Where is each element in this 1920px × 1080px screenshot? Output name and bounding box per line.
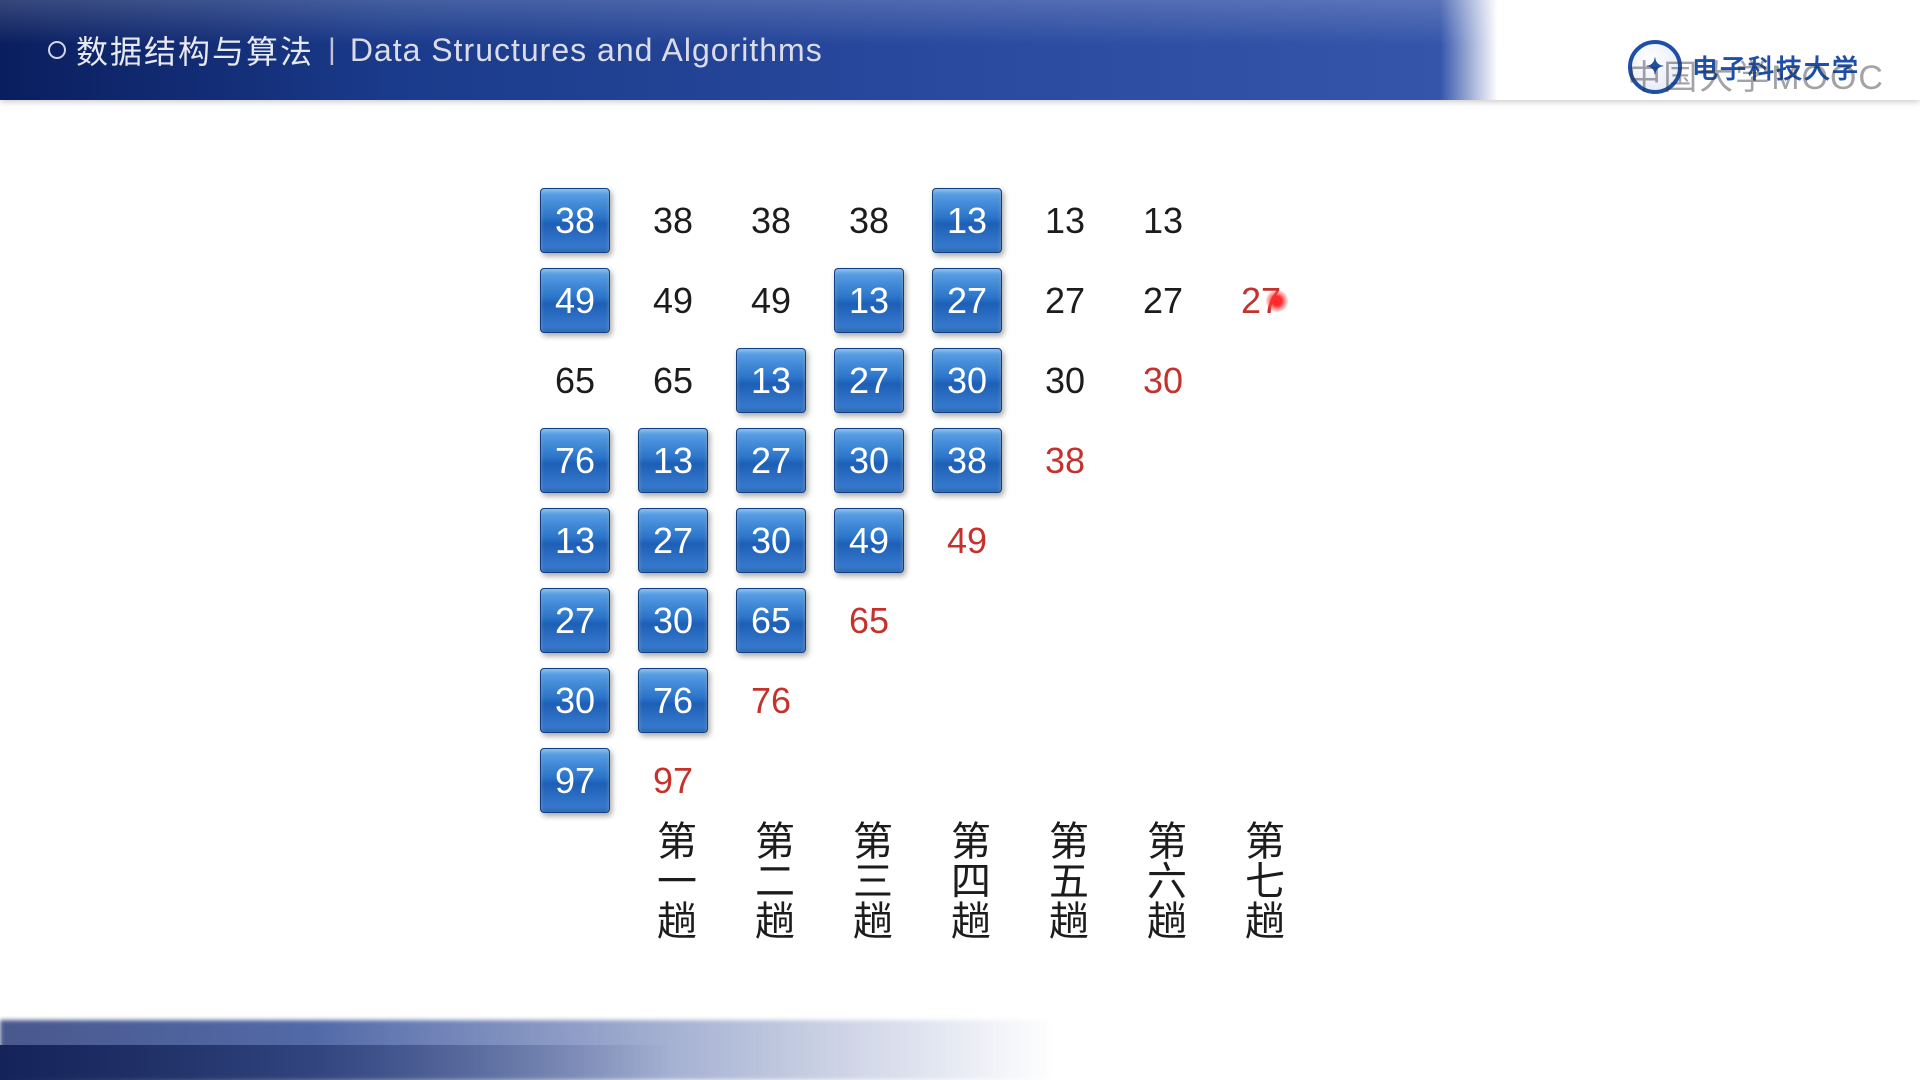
- sort-sorted-cell: 65: [834, 588, 904, 653]
- pass-label: 第五趟: [1030, 820, 1100, 940]
- sort-box-cell: 13: [932, 188, 1002, 253]
- pass-label: 第四趟: [932, 820, 1002, 940]
- sort-box-cell: 38: [932, 428, 1002, 493]
- sort-plain-cell: 65: [638, 348, 708, 413]
- sort-sorted-cell: 76: [736, 668, 806, 733]
- sort-box-cell: 49: [540, 268, 610, 333]
- course-title-cn: 数据结构与算法: [76, 27, 314, 73]
- sort-box-cell: 27: [540, 588, 610, 653]
- sort-plain-cell: 65: [540, 348, 610, 413]
- laser-pointer-icon: [1266, 290, 1288, 312]
- sort-box-cell: 27: [638, 508, 708, 573]
- pass-label: 第七趟: [1226, 820, 1296, 940]
- sort-plain-cell: 38: [638, 188, 708, 253]
- sort-box-cell: 27: [834, 348, 904, 413]
- sort-box-cell: 30: [540, 668, 610, 733]
- pass-label: 第一趟: [638, 820, 708, 940]
- sort-box-cell: 49: [834, 508, 904, 573]
- column-labels: 第一趟第二趟第三趟第四趟第五趟第六趟第七趟: [638, 820, 1296, 940]
- footer-glow-dark: [0, 1045, 672, 1080]
- sort-plain-cell: 49: [638, 268, 708, 333]
- sort-plain-cell: 38: [834, 188, 904, 253]
- sort-box-cell: 30: [834, 428, 904, 493]
- sort-sorted-cell: 97: [638, 748, 708, 813]
- sort-plain-cell: 30: [1030, 348, 1100, 413]
- title-divider: |: [328, 33, 336, 67]
- sort-sorted-cell: 38: [1030, 428, 1100, 493]
- sort-box-cell: 13: [540, 508, 610, 573]
- sort-plain-cell: 49: [736, 268, 806, 333]
- mooc-watermark: 中国大学MOOC: [1627, 50, 1885, 99]
- sort-sorted-cell: 30: [1128, 348, 1198, 413]
- sort-box-cell: 27: [932, 268, 1002, 333]
- sort-box-cell: 30: [736, 508, 806, 573]
- pass-label: 第六趟: [1128, 820, 1198, 940]
- sort-plain-cell: 13: [1128, 188, 1198, 253]
- sort-box-cell: 65: [736, 588, 806, 653]
- sort-box-cell: 13: [638, 428, 708, 493]
- sort-box-cell: 38: [540, 188, 610, 253]
- sort-plain-cell: 27: [1030, 268, 1100, 333]
- sort-box-cell: 30: [932, 348, 1002, 413]
- pass-label: 第二趟: [736, 820, 806, 940]
- sort-box-cell: 27: [736, 428, 806, 493]
- pass-label: 第三趟: [834, 820, 904, 940]
- sort-plain-cell: 13: [1030, 188, 1100, 253]
- ring-icon: [48, 41, 66, 59]
- sort-box-cell: 13: [834, 268, 904, 333]
- sort-box-cell: 30: [638, 588, 708, 653]
- sort-sorted-cell: 49: [932, 508, 1002, 573]
- sort-plain-cell: 38: [736, 188, 806, 253]
- course-title-en: Data Structures and Algorithms: [350, 32, 823, 69]
- sort-box-cell: 76: [540, 428, 610, 493]
- sort-box-cell: 76: [638, 668, 708, 733]
- sort-box-cell: 97: [540, 748, 610, 813]
- sort-box-cell: 13: [736, 348, 806, 413]
- sort-plain-cell: 27: [1128, 268, 1198, 333]
